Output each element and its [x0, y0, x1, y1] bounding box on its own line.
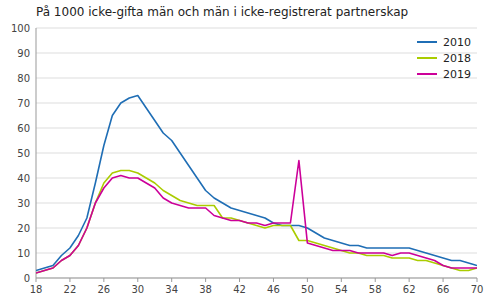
x-tick-label: 18: [30, 284, 43, 295]
y-tick-label: 50: [17, 148, 30, 159]
grid-line: [36, 53, 477, 54]
y-axis: [36, 28, 37, 278]
grid-line: [36, 203, 477, 204]
x-tick-label: 62: [403, 284, 416, 295]
x-tick-label: 46: [267, 284, 280, 295]
grid-line: [36, 103, 477, 104]
grid-line: [36, 228, 477, 229]
x-tick: [137, 278, 138, 282]
y-tick-label: 20: [17, 223, 30, 234]
x-tick: [69, 278, 70, 282]
x-tick-label: 38: [199, 284, 212, 295]
x-tick: [409, 278, 410, 282]
title: På 1000 icke-gifta män och män i icke-re…: [36, 5, 408, 19]
x-tick-label: 70: [471, 284, 484, 295]
line: [36, 161, 477, 274]
x-tick-label: 54: [335, 284, 348, 295]
y-tick-label: 90: [17, 48, 30, 59]
grid-line: [36, 78, 477, 79]
y-tick-label: 60: [17, 123, 30, 134]
x-tick-label: 42: [233, 284, 246, 295]
y-tick-label: 80: [17, 73, 30, 84]
grid-line: [36, 178, 477, 179]
legend-label: 2010: [443, 36, 471, 49]
legend: 2010 2018 2019: [417, 36, 471, 81]
x-tick: [171, 278, 172, 282]
x-tick: [443, 278, 444, 282]
line: [36, 96, 477, 271]
grid-line: [36, 28, 477, 29]
legend-swatch: [417, 41, 437, 43]
x-tick: [341, 278, 342, 282]
grid-line: [36, 278, 477, 279]
x-tick-label: 30: [131, 284, 144, 295]
y-tick-label: 0: [24, 273, 30, 284]
chart: 0 10 20 30 40 50 60 70 80 90 100 18 22 26 30 34 38 42 46 50…: [0, 0, 491, 302]
legend-label: 2019: [443, 68, 471, 81]
x-tick: [239, 278, 240, 282]
x-tick: [375, 278, 376, 282]
grid: [36, 28, 477, 278]
y-tick-label: 100: [11, 23, 30, 34]
x-tick: [477, 278, 478, 282]
grid-line: [36, 128, 477, 129]
x-tick-label: 58: [369, 284, 382, 295]
x-tick: [103, 278, 104, 282]
line: [36, 171, 477, 274]
x-tick: [273, 278, 274, 282]
y-tick-label: 40: [17, 173, 30, 184]
y-tick-label: 30: [17, 198, 30, 209]
legend-swatch: [417, 57, 437, 59]
y-tick-label: 70: [17, 98, 30, 109]
lines: [36, 96, 477, 274]
x-tick-label: 34: [165, 284, 178, 295]
x-tick-label: 26: [97, 284, 110, 295]
legend-swatch: [417, 73, 437, 75]
x-axis: [36, 278, 477, 279]
x-tick: [205, 278, 206, 282]
x-tick: [36, 278, 37, 282]
x-tick-label: 22: [64, 284, 77, 295]
x-tick-label: 50: [301, 284, 314, 295]
y-tick-label: 10: [17, 248, 30, 259]
x-tick-label: 66: [437, 284, 450, 295]
x-tick: [307, 278, 308, 282]
legend-label: 2018: [443, 52, 471, 65]
